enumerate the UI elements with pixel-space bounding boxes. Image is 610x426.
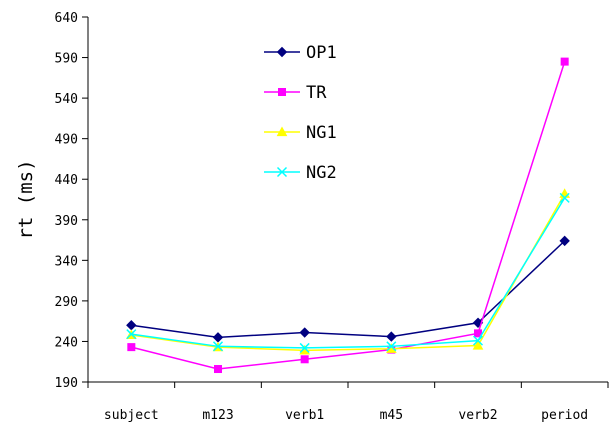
data-point-op1 — [127, 321, 136, 330]
x-tick-label: m45 — [380, 408, 403, 423]
series-ng1 — [127, 189, 569, 354]
data-point-op1 — [387, 332, 396, 341]
data-point-op1 — [214, 333, 223, 342]
series-ng2 — [127, 193, 569, 352]
y-tick-label: 290 — [55, 295, 78, 310]
y-tick-label: 540 — [55, 92, 78, 107]
data-point-ng1 — [560, 189, 569, 197]
y-axis-title: rt (ms) — [15, 159, 37, 239]
legend-item-ng1: NG1 — [264, 123, 337, 143]
series-op1 — [127, 236, 569, 342]
y-tick-label: 240 — [55, 335, 78, 350]
legend-label: OP1 — [306, 43, 337, 63]
series-line-ng2 — [131, 198, 564, 348]
series-tr — [128, 58, 568, 372]
data-point-tr — [215, 366, 222, 373]
legend-label: NG2 — [306, 163, 337, 183]
series-line-ng1 — [131, 194, 564, 351]
legend-item-op1: OP1 — [264, 43, 337, 63]
y-tick-label: 490 — [55, 133, 78, 148]
legend-item-tr: TR — [264, 83, 327, 103]
data-point-op1 — [300, 328, 309, 337]
y-tick-label: 390 — [55, 214, 78, 229]
y-tick-label: 590 — [55, 52, 78, 67]
x-tick-label: verb2 — [458, 408, 497, 423]
y-tick-label: 440 — [55, 173, 78, 188]
y-axis-ticks: 190 240 290 340 390 440 490 540 590 640 — [55, 11, 88, 391]
legend-swatch-marker — [278, 48, 287, 57]
series-line-tr — [131, 62, 564, 369]
y-tick-label: 340 — [55, 254, 78, 269]
x-tick-label: period — [541, 408, 588, 423]
data-point-tr — [561, 58, 568, 65]
x-axis-ticks: subject m123 verb1 m45 verb2 period — [88, 382, 608, 423]
legend: OP1 TR NG1 NG2 — [264, 43, 337, 183]
legend-label: NG1 — [306, 123, 337, 143]
legend-swatch-marker — [279, 89, 286, 96]
legend-label: TR — [306, 83, 327, 103]
x-tick-label: verb1 — [285, 408, 324, 423]
x-tick-label: subject — [104, 408, 159, 423]
series-line-op1 — [131, 241, 564, 338]
y-tick-label: 190 — [55, 376, 78, 391]
data-point-tr — [301, 356, 308, 363]
x-tick-label: m123 — [202, 408, 233, 423]
data-point-tr — [128, 344, 135, 351]
legend-item-ng2: NG2 — [264, 163, 337, 183]
series-layer — [127, 58, 569, 372]
y-tick-label: 640 — [55, 11, 78, 26]
